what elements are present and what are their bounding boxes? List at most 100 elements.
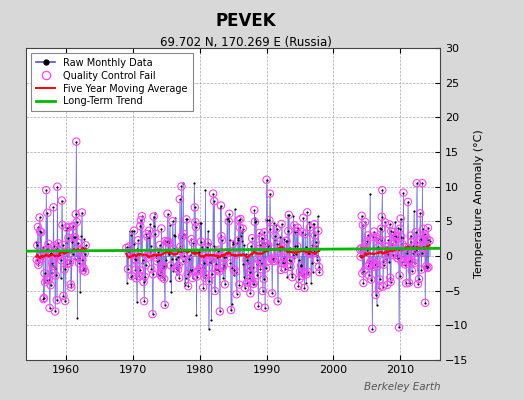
Point: [164, 238, 172, 244]
Point: [398, 241, 407, 247]
Point: [219, 265, 227, 271]
Point: [63, 261, 72, 267]
Point: [396, 226, 405, 232]
Point: [356, 246, 364, 252]
Point: [260, 229, 268, 236]
Point: [67, 281, 75, 288]
Point: [147, 266, 156, 272]
Point: [315, 269, 324, 275]
Point: [408, 268, 416, 274]
Point: [266, 226, 275, 232]
Point: [407, 238, 416, 245]
Point: [72, 138, 81, 145]
Point: [80, 236, 88, 243]
Point: [70, 234, 78, 240]
Point: [275, 248, 283, 255]
Point: [375, 276, 384, 282]
Point: [72, 211, 80, 218]
Point: [81, 268, 90, 275]
Point: [188, 275, 196, 281]
Point: [373, 301, 381, 308]
Point: [263, 176, 271, 183]
Point: [51, 308, 59, 315]
Point: [383, 282, 391, 288]
Point: [154, 249, 162, 255]
Point: [69, 223, 78, 229]
Point: [124, 249, 133, 255]
Point: [69, 251, 77, 257]
Point: [37, 252, 45, 259]
Point: [66, 260, 74, 266]
Point: [286, 264, 294, 270]
Point: [158, 264, 167, 271]
Point: [175, 275, 183, 281]
Point: [144, 254, 152, 261]
Point: [268, 254, 277, 261]
Point: [77, 247, 85, 254]
Point: [165, 240, 173, 246]
Point: [405, 280, 413, 286]
Point: [66, 258, 74, 264]
Point: [372, 234, 380, 240]
Point: [225, 218, 233, 224]
Point: [183, 271, 192, 277]
Point: [46, 251, 54, 258]
Point: [48, 260, 57, 266]
Point: [264, 242, 272, 248]
Point: [182, 216, 191, 222]
Point: [379, 258, 388, 264]
Point: [214, 266, 222, 273]
Point: [415, 276, 423, 282]
Point: [151, 230, 159, 237]
Point: [307, 280, 315, 286]
Point: [135, 272, 144, 279]
Point: [205, 258, 214, 265]
Point: [153, 258, 161, 264]
Point: [367, 276, 375, 283]
Point: [286, 264, 294, 270]
Point: [402, 250, 411, 256]
Point: [393, 255, 401, 261]
Point: [391, 252, 400, 258]
Point: [390, 232, 398, 238]
Point: [360, 245, 368, 251]
Point: [198, 244, 206, 251]
Point: [358, 270, 366, 277]
Point: [137, 217, 145, 223]
Point: [411, 229, 420, 236]
Point: [284, 228, 292, 234]
Point: [274, 298, 282, 304]
Point: [364, 232, 372, 239]
Point: [169, 246, 178, 252]
Point: [358, 270, 366, 277]
Point: [307, 251, 315, 257]
Point: [309, 221, 318, 227]
Point: [247, 243, 255, 250]
Point: [383, 244, 391, 250]
Point: [416, 210, 424, 217]
Point: [170, 232, 178, 238]
Point: [401, 261, 409, 268]
Point: [415, 276, 423, 282]
Point: [292, 251, 300, 258]
Point: [401, 261, 409, 268]
Point: [371, 260, 379, 267]
Point: [220, 261, 228, 268]
Point: [283, 274, 291, 280]
Point: [389, 252, 397, 258]
Point: [412, 247, 420, 253]
Point: [38, 252, 46, 259]
Point: [39, 244, 47, 250]
Point: [177, 248, 185, 254]
Point: [366, 190, 374, 197]
Point: [140, 298, 148, 304]
Point: [244, 260, 252, 266]
Point: [42, 276, 51, 283]
Point: [49, 204, 58, 210]
Point: [280, 254, 288, 261]
Point: [46, 305, 54, 311]
Point: [422, 263, 430, 270]
Point: [60, 249, 68, 256]
Point: [285, 257, 293, 263]
Point: [372, 234, 380, 240]
